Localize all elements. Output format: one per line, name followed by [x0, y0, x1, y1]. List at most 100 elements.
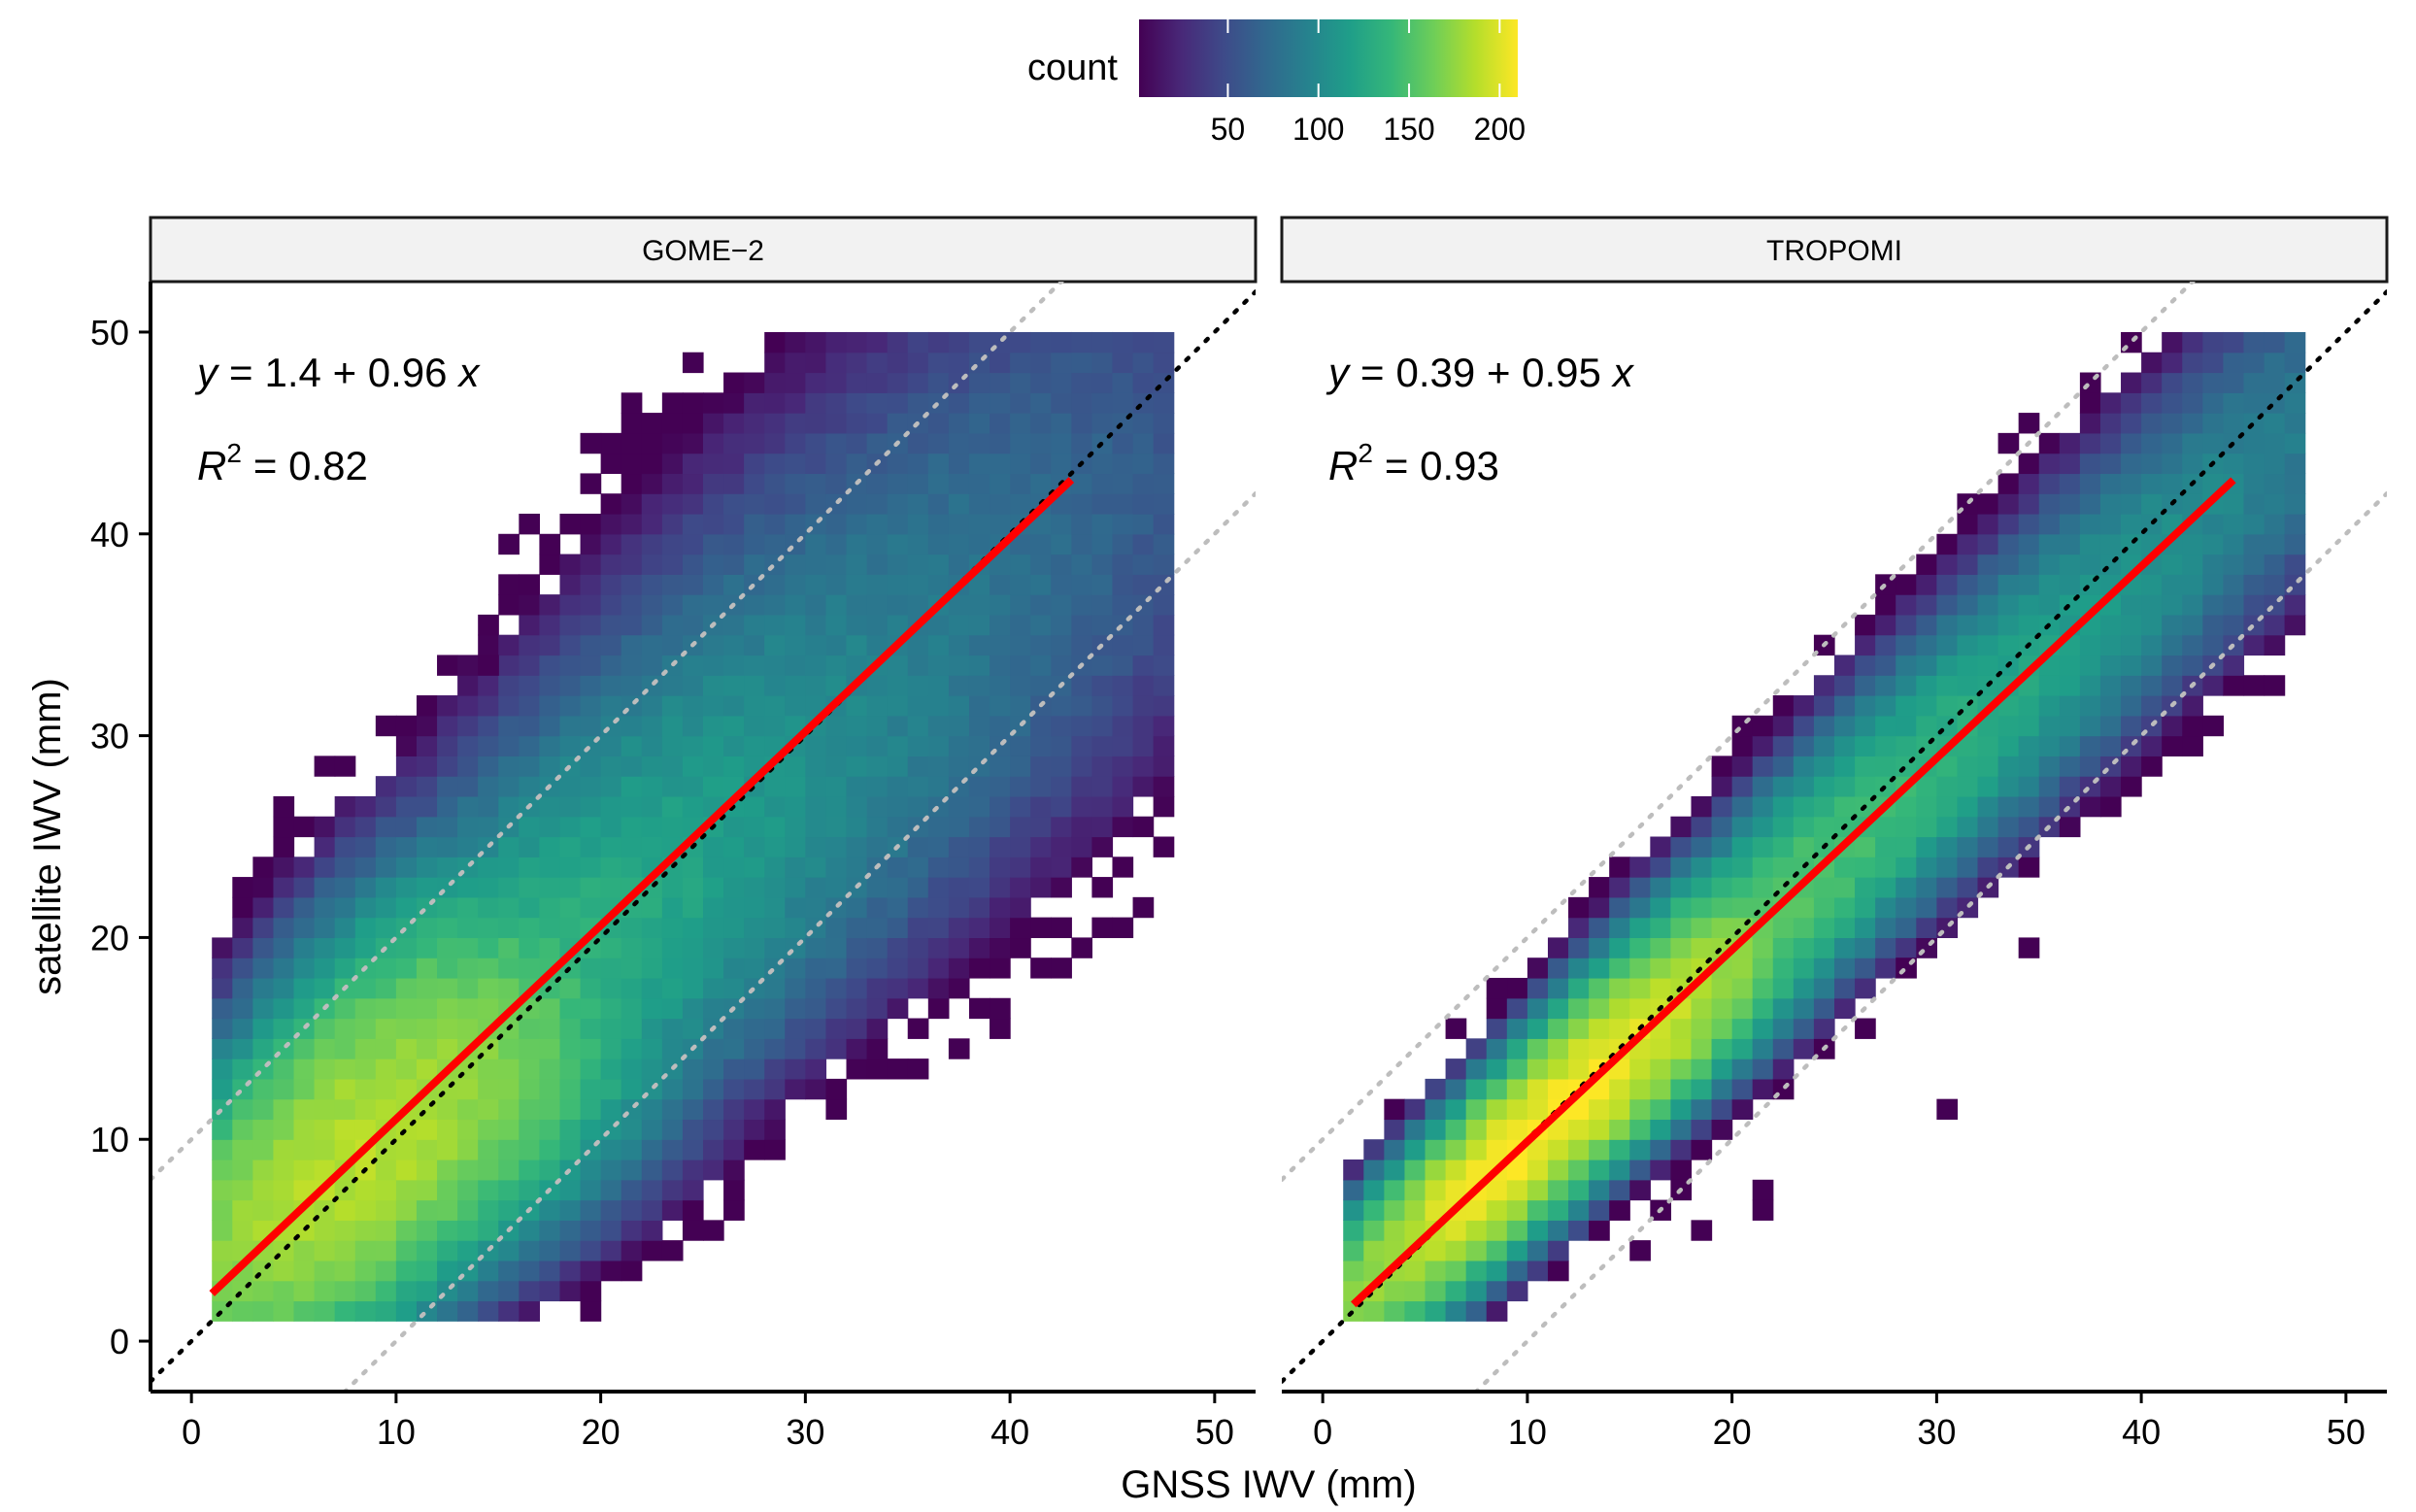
- heatmap-cell: [1343, 1199, 1364, 1221]
- heatmap-cell: [1030, 857, 1052, 878]
- heatmap-cell: [846, 836, 868, 857]
- heatmap-cell: [968, 715, 990, 737]
- tolerance-line-lower: [341, 490, 1256, 1392]
- heatmap-cell: [866, 554, 889, 575]
- heatmap-cell: [744, 392, 765, 414]
- heatmap-cell: [682, 655, 704, 676]
- heatmap-cell: [1589, 977, 1610, 999]
- heatmap-cell: [825, 331, 848, 353]
- heatmap-cell: [539, 1199, 561, 1221]
- heatmap-cell: [478, 795, 499, 818]
- heatmap-cell: [252, 1159, 275, 1181]
- heatmap-cell: [580, 1038, 602, 1059]
- heatmap-cell: [927, 574, 950, 595]
- heatmap-cell: [1855, 634, 1876, 656]
- r2-power: 2: [1358, 438, 1373, 468]
- heatmap-cell: [723, 1098, 745, 1121]
- heatmap-cell: [1568, 977, 1590, 999]
- heatmap-cell: [907, 695, 929, 717]
- heatmap-cell: [723, 372, 745, 393]
- heatmap-cell: [2059, 533, 2081, 555]
- heatmap-cell: [866, 574, 889, 595]
- heatmap-cell: [1916, 715, 1937, 737]
- heatmap-cell: [907, 432, 929, 454]
- heatmap-cell: [1030, 331, 1052, 353]
- heatmap-cell: [1629, 1078, 1651, 1100]
- heatmap-cell: [478, 977, 499, 999]
- heatmap-cell: [661, 977, 684, 999]
- heatmap-cell: [375, 977, 397, 999]
- heatmap-cell: [641, 958, 663, 979]
- heatmap-cell: [2162, 634, 2183, 656]
- heatmap-cell: [600, 977, 622, 999]
- heatmap-cell: [2079, 634, 2101, 656]
- heatmap-cell: [354, 795, 377, 818]
- heatmap-cell: [1793, 997, 1815, 1020]
- heatmap-cell: [744, 634, 765, 656]
- heatmap-cell: [661, 896, 684, 919]
- reference-lines-gome2: [151, 282, 1256, 1392]
- heatmap-cell: [1091, 877, 1114, 898]
- heatmap-cell: [1834, 937, 1856, 958]
- heatmap-cell: [498, 1240, 520, 1261]
- heatmap-cell: [764, 896, 786, 919]
- heatmap-cell: [314, 1139, 336, 1160]
- heatmap-cell: [866, 997, 889, 1020]
- heatmap-cell: [1691, 1018, 1713, 1039]
- heatmap-cell: [641, 1119, 663, 1140]
- heatmap-cell: [968, 533, 990, 555]
- heatmap-cell: [948, 331, 970, 353]
- heatmap-cell: [293, 958, 316, 979]
- heatmap-cell: [1813, 715, 1835, 737]
- heatmap-cell: [2264, 413, 2286, 434]
- heatmap-cell: [600, 1139, 622, 1160]
- heatmap-cell: [723, 453, 745, 475]
- heatmap-cell: [2141, 735, 2163, 756]
- heatmap-cell: [1629, 917, 1651, 939]
- heatmap-cell: [437, 958, 458, 979]
- heatmap-cell: [2182, 655, 2203, 676]
- heatmap-cell: [2202, 331, 2225, 353]
- heatmap-cell: [1132, 533, 1155, 555]
- heatmap-cell: [416, 857, 438, 878]
- heatmap-cell: [2182, 715, 2203, 737]
- heatmap-cell: [641, 655, 663, 676]
- heatmap-cell: [1957, 735, 1979, 756]
- heatmap-cell: [846, 331, 868, 353]
- heatmap-cell: [1609, 997, 1630, 1020]
- heatmap-cell: [661, 1240, 684, 1261]
- heatmap-cell: [1997, 735, 2020, 756]
- heatmap-cell: [2264, 614, 2286, 636]
- heatmap-cell: [866, 735, 889, 756]
- heatmap-cell: [887, 877, 909, 898]
- heatmap-cell: [1629, 1179, 1651, 1201]
- heatmap-cell: [539, 675, 561, 696]
- heatmap-cell: [805, 977, 827, 999]
- heatmap-cell: [846, 756, 868, 777]
- heatmap-cell: [293, 857, 316, 878]
- heatmap-cell: [2264, 331, 2286, 353]
- heatmap-cell: [580, 836, 602, 857]
- heatmap-cell: [1916, 594, 1937, 616]
- heatmap-cell: [1030, 554, 1052, 575]
- heatmap-cell: [600, 857, 622, 878]
- y-tick-label: 50: [90, 313, 129, 353]
- heatmap-cell: [887, 352, 909, 374]
- heatmap-cell: [907, 634, 929, 656]
- heatmap-cell: [2264, 453, 2286, 475]
- heatmap-cell: [580, 675, 602, 696]
- heatmap-cell: [1010, 877, 1031, 898]
- heatmap-cell: [1957, 756, 1979, 777]
- heatmap-cell: [1091, 655, 1114, 676]
- heatmap-cell: [1609, 1179, 1630, 1201]
- heatmap-cell: [559, 554, 582, 575]
- heatmap-cell: [1855, 756, 1876, 777]
- heatmap-cell: [2018, 715, 2040, 737]
- heatmap-cell: [212, 1199, 233, 1221]
- heatmap-cell: [1936, 776, 1959, 797]
- heatmap-cell: [703, 917, 724, 939]
- heatmap-cell: [641, 997, 663, 1020]
- heatmap-cell: [2099, 392, 2122, 414]
- heatmap-cell: [437, 756, 458, 777]
- heatmap-cell: [927, 776, 950, 797]
